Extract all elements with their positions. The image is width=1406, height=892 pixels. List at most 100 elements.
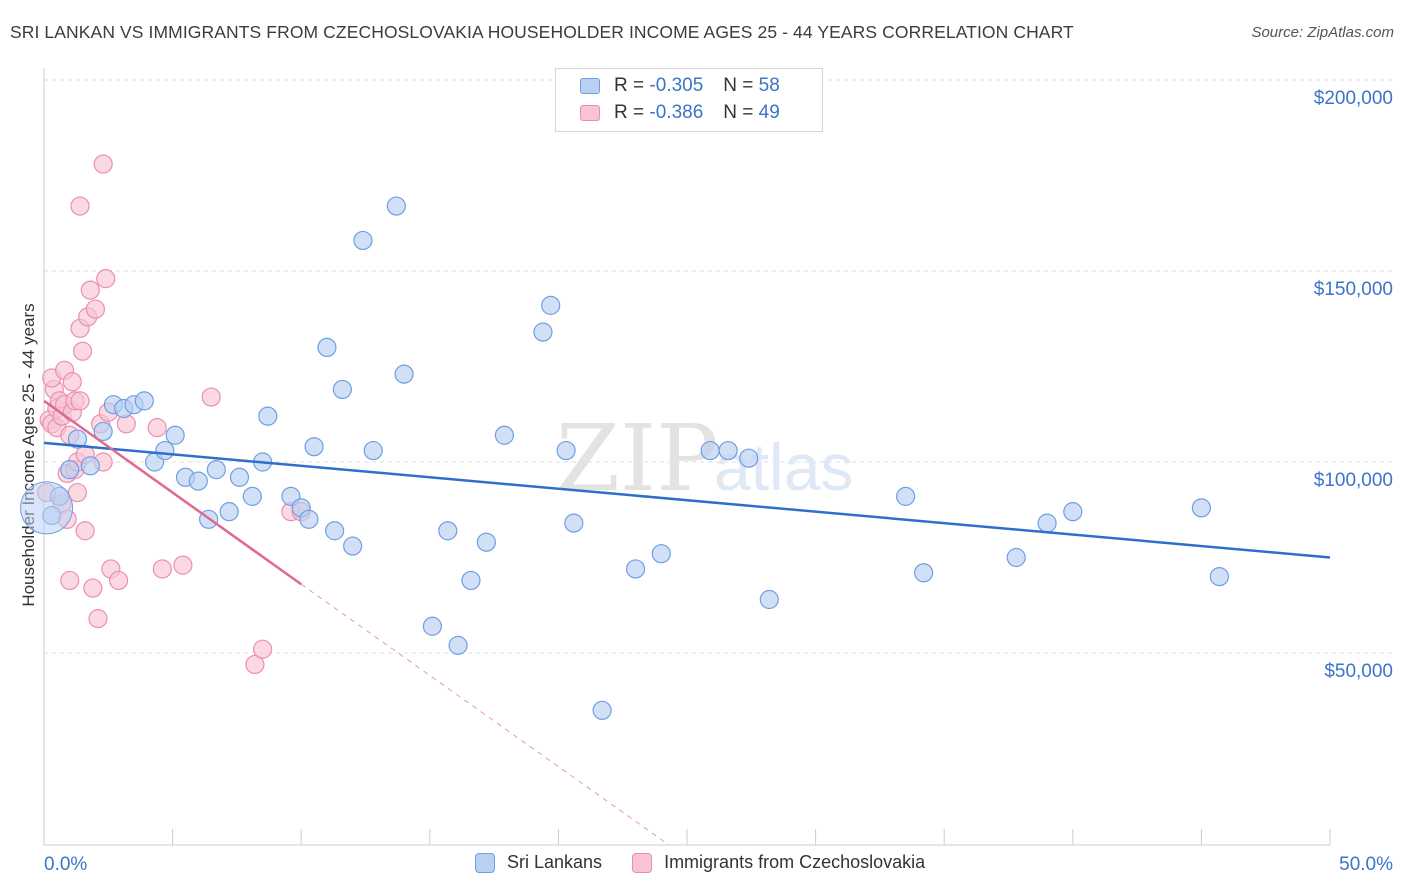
data-point-sri-lankans — [229, 467, 250, 487]
data-point-czechoslovakia — [152, 559, 172, 579]
data-point-sri-lankans — [206, 460, 226, 480]
data-point-sri-lankans — [80, 456, 100, 476]
data-point-sri-lankans — [556, 440, 576, 461]
data-point-sri-lankans — [759, 589, 779, 610]
legend-swatch-blue — [580, 78, 600, 94]
trend-line-czechoslovakia-extended — [300, 583, 670, 846]
data-point-sri-lankans — [134, 391, 154, 411]
legend-r-value: -0.305 — [649, 75, 704, 96]
data-point-czechoslovakia — [60, 570, 80, 591]
correlation-legend: R = -0.305 N = 58 R = -0.386 N = 49 — [555, 68, 823, 132]
data-point-czechoslovakia — [245, 654, 265, 675]
data-point-sri-lankans — [219, 502, 239, 522]
data-point-sri-lankans — [353, 230, 373, 251]
source-label: Source: ZipAtlas.com — [1251, 24, 1394, 41]
data-point-sri-lankans — [461, 570, 481, 591]
y-tick-label: $50,000 — [1324, 661, 1393, 682]
y-tick-label: $200,000 — [1314, 88, 1393, 109]
data-point-sri-lankans — [304, 437, 324, 457]
data-point-sri-lankans — [363, 440, 383, 461]
series-legend: Sri Lankans Immigrants from Czechoslovak… — [475, 852, 955, 873]
legend-row-sri-lankans: R = -0.305 N = 58 — [580, 74, 780, 98]
data-point-sri-lankans — [1006, 547, 1026, 568]
data-point-sri-lankans — [438, 521, 458, 541]
data-point-sri-lankans — [651, 544, 671, 564]
legend-n-value: 49 — [758, 102, 780, 123]
data-point-sri-lankans — [1191, 498, 1212, 518]
data-point-sri-lankans — [476, 532, 496, 552]
data-point-sri-lankans — [299, 509, 319, 529]
axes — [43, 68, 1331, 846]
data-point-sri-lankans — [700, 440, 720, 461]
legend-n-label: N = — [723, 75, 754, 96]
watermark-atlas: atlas — [714, 430, 853, 504]
data-point-sri-lankans — [1209, 566, 1230, 587]
series-sri-lankans — [20, 196, 1230, 720]
data-point-sri-lankans — [592, 700, 612, 720]
legend-swatch-pink — [580, 105, 600, 121]
x-tick-label: 50.0% — [1339, 854, 1393, 875]
data-point-czechoslovakia — [75, 521, 95, 541]
data-point-sri-lankans — [896, 486, 916, 506]
data-point-sri-lankans — [165, 425, 185, 445]
chart-title: SRI LANKAN VS IMMIGRANTS FROM CZECHOSLOV… — [10, 22, 1074, 42]
data-point-sri-lankans — [1063, 502, 1083, 522]
trend-line-sri-lankans — [43, 441, 1331, 559]
data-point-sri-lankans — [718, 440, 738, 461]
watermark-zip: ZIP — [556, 405, 718, 512]
data-point-czechoslovakia — [253, 639, 273, 659]
data-point-sri-lankans — [317, 337, 337, 357]
legend-item-czechoslovakia: Immigrants from Czechoslovakia — [632, 852, 925, 873]
data-point-sri-lankans — [533, 322, 553, 342]
data-point-sri-lankans — [625, 559, 646, 579]
data-point-sri-lankans — [93, 421, 113, 442]
watermark: ZIP atlas — [556, 405, 853, 512]
data-point-sri-lankans — [914, 563, 934, 583]
legend-r-value: -0.386 — [649, 102, 704, 123]
x-tick-label: 0.0% — [44, 854, 87, 875]
data-point-czechoslovakia — [93, 154, 113, 174]
legend-r-label: R = — [614, 102, 645, 123]
y-tick-label: $150,000 — [1314, 279, 1393, 300]
legend-label-sri-lankans: Sri Lankans — [507, 852, 603, 872]
trend-line-czechoslovakia — [43, 399, 302, 586]
data-point-czechoslovakia — [70, 391, 90, 411]
data-point-sri-lankans — [188, 471, 208, 491]
data-point-czechoslovakia — [173, 555, 193, 575]
data-point-sri-lankans — [1037, 513, 1057, 533]
legend-label-czechoslovakia: Immigrants from Czechoslovakia — [664, 852, 926, 872]
legend-swatch-pink — [632, 852, 653, 873]
data-point-sri-lankans — [422, 616, 442, 636]
y-tick-label: $100,000 — [1314, 470, 1393, 491]
data-point-sri-lankans — [739, 448, 759, 468]
data-point-czechoslovakia — [67, 482, 88, 503]
data-point-czechoslovakia — [147, 418, 167, 438]
data-point-czechoslovakia — [85, 299, 106, 319]
data-point-sri-lankans — [564, 513, 584, 533]
data-point-sri-lankans — [20, 481, 74, 535]
x-tick-labels: 0.0% 50.0% — [44, 854, 1393, 875]
legend-swatch-blue — [475, 852, 495, 873]
data-point-czechoslovakia — [96, 269, 116, 289]
data-point-sri-lankans — [60, 460, 80, 480]
data-point-czechoslovakia — [80, 280, 100, 300]
legend-row-czechoslovakia: R = -0.386 N = 49 — [580, 101, 780, 125]
data-point-czechoslovakia — [108, 570, 129, 591]
y-axis-title: Householder Income Ages 25 - 44 years — [19, 303, 38, 606]
data-point-sri-lankans — [494, 425, 514, 445]
data-point-sri-lankans — [242, 486, 262, 506]
legend-r-label: R = — [614, 75, 645, 96]
data-point-sri-lankans — [541, 295, 561, 315]
data-point-czechoslovakia — [70, 196, 90, 216]
data-point-sri-lankans — [448, 635, 468, 655]
data-point-sri-lankans — [394, 364, 414, 384]
y-tick-labels: $50,000 $100,000 $150,000 $200,000 — [1314, 88, 1393, 682]
data-point-sri-lankans — [343, 536, 363, 556]
data-point-sri-lankans — [386, 196, 406, 216]
legend-n-value: 58 — [758, 75, 780, 96]
data-point-czechoslovakia — [83, 578, 103, 598]
data-point-czechoslovakia — [201, 387, 221, 407]
data-point-czechoslovakia — [72, 341, 93, 361]
data-point-sri-lankans — [332, 379, 352, 400]
